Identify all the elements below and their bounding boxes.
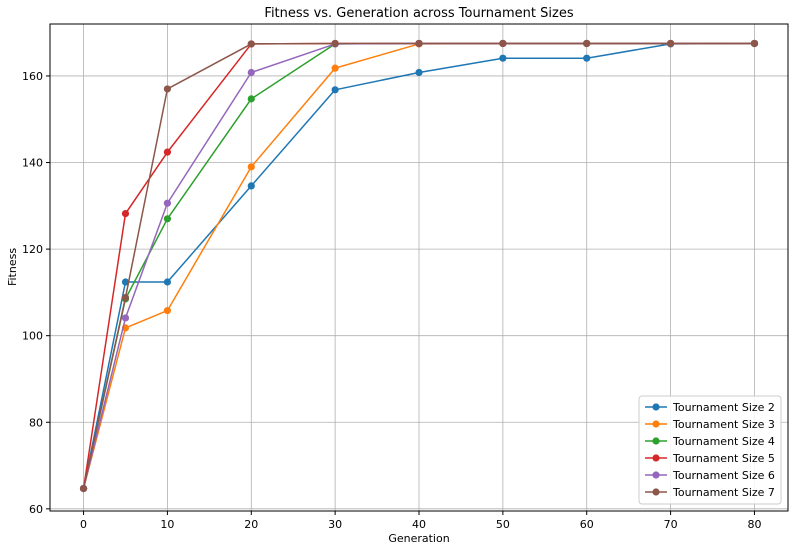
grid: [50, 24, 788, 511]
legend-label: Tournament Size 4: [672, 435, 775, 448]
legend-label: Tournament Size 6: [672, 469, 775, 482]
data-point: [331, 64, 339, 72]
series-6: [79, 39, 759, 493]
y-tick-label: 140: [22, 157, 43, 170]
data-point: [163, 148, 172, 156]
legend-item: Tournament Size 2: [645, 401, 775, 414]
data-point: [247, 68, 255, 77]
data-point: [121, 293, 130, 302]
legend: Tournament Size 2 Tournament Size 3 Tourna…: [638, 395, 782, 505]
legend-label: Tournament Size 3: [672, 418, 775, 431]
data-point: [499, 39, 507, 48]
legend-marker: [652, 437, 660, 445]
series-line: [82, 42, 755, 489]
legend-item: Tournament Size 5: [645, 452, 775, 465]
legend-marker: [652, 488, 660, 496]
data-point: [163, 278, 172, 286]
data-point: [499, 54, 507, 62]
data-point: [666, 39, 675, 48]
y-axis-label: Fitness: [6, 248, 19, 286]
y-tick-label: 120: [22, 243, 43, 256]
data-point: [331, 39, 339, 48]
legend-marker: [652, 420, 660, 428]
data-point: [121, 278, 130, 286]
legend-marker: [652, 454, 660, 462]
legend-item: Tournament Size 6: [645, 469, 775, 482]
data-point: [163, 306, 172, 315]
legend-marker: [652, 403, 660, 411]
data-point: [415, 68, 423, 77]
legend-label: Tournament Size 7: [672, 486, 775, 499]
x-tick-label: 50: [496, 518, 510, 531]
x-tick-label: 20: [244, 518, 258, 531]
series-line: [82, 42, 755, 489]
data-point: [247, 163, 255, 171]
data-point: [247, 40, 255, 48]
x-axis-label: Generation: [388, 532, 449, 545]
data-point: [121, 314, 130, 322]
series-layer: [79, 39, 759, 493]
data-point: [247, 95, 255, 103]
legend-label: Tournament Size 2: [672, 401, 775, 414]
legend-item: Tournament Size 4: [645, 435, 775, 448]
legend-item: Tournament Size 7: [645, 486, 775, 499]
legend-box: [638, 395, 782, 505]
x-tick-label: 0: [80, 518, 87, 531]
x-tick-label: 80: [747, 518, 761, 531]
data-point: [163, 215, 172, 223]
data-point: [163, 199, 172, 207]
y-tick-label: 160: [22, 70, 43, 83]
chart-title: Fitness vs. Generation across Tournament…: [264, 6, 573, 21]
x-tick-label: 30: [328, 518, 342, 531]
x-tick-label: 70: [664, 518, 678, 531]
ticks: 0 10 20 30 40 50 60 70 80 60 80 100 120 140 160: [22, 70, 761, 531]
data-point: [750, 39, 759, 48]
y-tick-label: 80: [29, 416, 43, 429]
data-point: [247, 182, 255, 190]
legend-item: Tournament Size 3: [645, 418, 775, 431]
data-point: [583, 54, 591, 62]
x-tick-label: 60: [580, 518, 594, 531]
legend-label: Tournament Size 5: [672, 452, 775, 465]
data-point: [583, 39, 591, 48]
y-tick-label: 100: [22, 330, 43, 343]
data-point: [331, 86, 339, 94]
y-tick-label: 60: [29, 503, 43, 516]
data-point: [79, 484, 88, 493]
data-point: [121, 210, 130, 218]
x-tick-label: 40: [412, 518, 426, 531]
data-point: [415, 39, 423, 48]
x-tick-label: 10: [160, 518, 174, 531]
data-point: [163, 85, 172, 93]
legend-marker: [652, 471, 660, 479]
